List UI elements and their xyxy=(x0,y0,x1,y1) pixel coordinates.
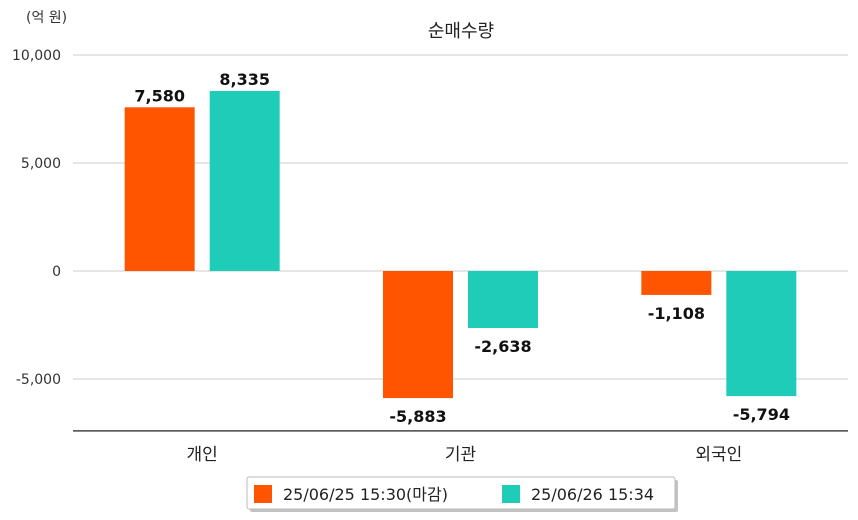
bar xyxy=(641,271,712,295)
bar xyxy=(209,90,280,272)
data-label: 8,335 xyxy=(219,70,270,89)
x-tick-label: 개인 xyxy=(187,445,218,465)
legend: 25/06/25 15:30(마감) 25/06/26 15:34 xyxy=(246,476,678,512)
unit-label: (억 원) xyxy=(26,10,67,26)
data-label: 7,580 xyxy=(134,86,185,105)
grid-layer: 10,000 5,000 0 -5,000 xyxy=(12,48,848,432)
legend-swatch xyxy=(254,485,272,503)
legend-swatch xyxy=(502,485,520,503)
label-layer: 7,580 8,335 개인 -5,883 -2,638 기관 -1,108 -5,794 외국… xyxy=(134,70,790,465)
y-tick-label: 10,000 xyxy=(12,48,61,64)
x-tick-label: 기관 xyxy=(445,445,476,465)
bar xyxy=(468,271,538,328)
y-tick-label: 5,000 xyxy=(21,156,61,172)
data-label: -2,638 xyxy=(474,337,531,356)
legend-label: 25/06/26 15:34 xyxy=(531,485,654,504)
y-tick-label: 0 xyxy=(52,264,61,280)
chart-title: 순매수량 xyxy=(428,21,494,42)
y-tick-label: -5,000 xyxy=(16,372,61,388)
legend-label: 25/06/25 15:30(마감) xyxy=(283,485,448,504)
bar xyxy=(383,271,453,399)
data-label: -5,794 xyxy=(733,405,790,424)
data-label: -5,883 xyxy=(389,407,446,426)
bar xyxy=(726,271,797,397)
bar xyxy=(124,107,195,271)
data-label: -1,108 xyxy=(648,304,705,323)
legend-box xyxy=(246,476,676,510)
bar-layer xyxy=(124,90,797,399)
x-tick-label: 외국인 xyxy=(695,445,742,465)
